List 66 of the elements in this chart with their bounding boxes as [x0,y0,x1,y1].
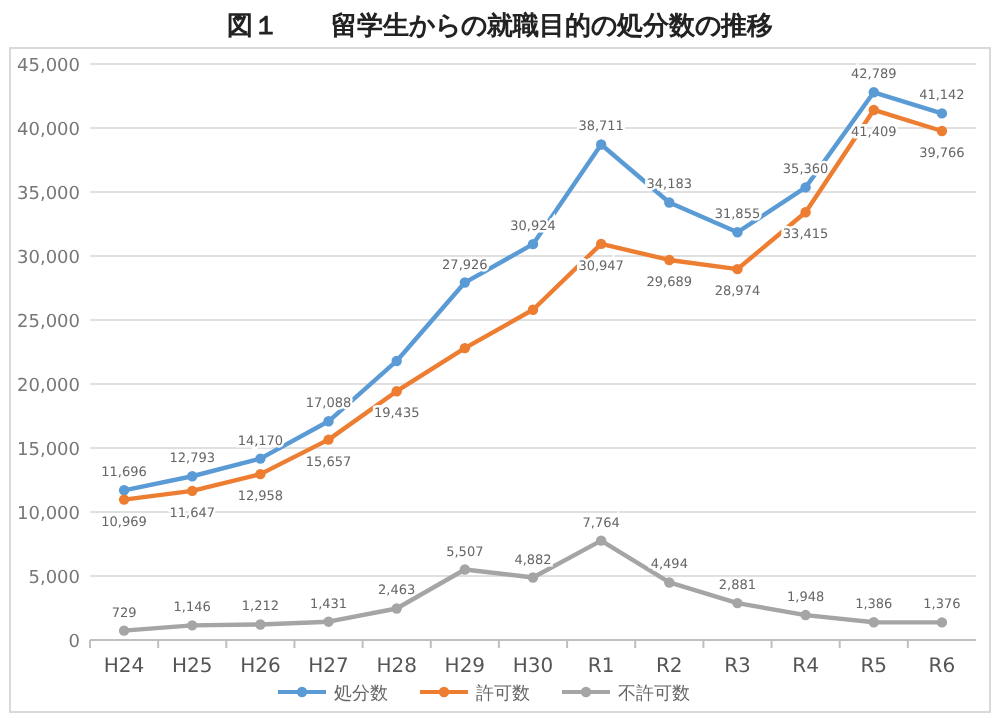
point [527,238,539,250]
point [187,471,198,482]
point [595,139,607,150]
point [187,485,198,497]
y-tick-label: 35,000 [17,185,81,205]
y-tick-label: 30,000 [17,249,81,269]
point [868,87,879,98]
point [391,603,402,614]
point [255,453,266,464]
point [459,564,471,575]
title: 図１ 留学生からの就職目的の処分数の推移 [227,12,773,42]
y-tick-label: 5,000 [28,569,81,589]
point [323,434,334,445]
point [732,597,743,609]
y-tick-label: 0 [68,633,81,653]
point [527,572,539,583]
x-tick-label: H27 [308,656,349,678]
point [868,617,879,628]
point [323,416,334,427]
x-tick-label: R2 [656,656,683,678]
point [459,342,471,354]
y-tick-label: 45,000 [17,57,81,77]
legend-label: 不許可数 [618,683,690,705]
x-tick-label: R6 [928,656,956,678]
y-tick-label: 10,000 [17,505,81,525]
y-tick-label: 20,000 [17,377,81,397]
y-tick-label: 40,000 [17,121,81,141]
point [800,609,811,621]
point [459,277,471,288]
point [323,616,334,627]
point [936,108,948,119]
point [391,355,402,367]
point [936,617,948,628]
point [118,494,130,505]
point [800,207,811,218]
point [664,197,675,208]
y-tick-label: 25,000 [17,313,81,333]
point [800,182,811,193]
legend-label: 許可数 [476,683,530,705]
legend-label: 処分数 [334,683,388,705]
point [255,619,266,630]
point [595,238,607,250]
point [187,620,198,631]
x-tick-label: H29 [444,656,486,678]
y-tick-label: 15,000 [17,441,81,461]
point [664,577,675,588]
point [732,263,743,275]
point [527,304,539,315]
point [664,254,675,266]
x-tick-label: H30 [512,656,554,678]
x-tick-label: R4 [792,656,819,678]
point [868,104,879,116]
x-tick-label: R5 [860,656,888,678]
point [595,535,607,546]
point [936,125,948,137]
point [118,625,130,636]
point [118,485,130,496]
point [391,386,402,397]
point [255,468,266,480]
x-tick-label: H28 [376,656,417,678]
x-tick-label: H24 [103,656,145,678]
x-tick-label: H25 [171,656,213,678]
x-tick-label: R3 [724,656,751,678]
x-tick-label: H26 [240,656,281,678]
x-tick-label: R1 [587,656,615,678]
point [732,227,743,238]
